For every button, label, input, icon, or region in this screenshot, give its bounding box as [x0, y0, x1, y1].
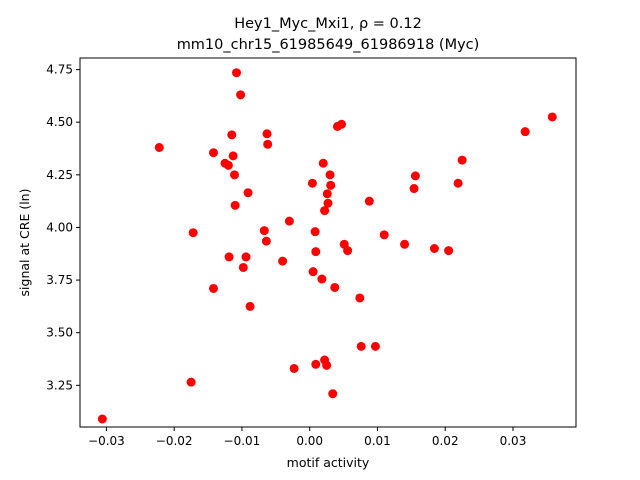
- data-point-57: [457, 155, 467, 165]
- data-point-55: [444, 246, 454, 256]
- y-tick-label-2: 3.75: [46, 273, 73, 287]
- data-point-43: [337, 119, 347, 129]
- data-point-30: [311, 359, 321, 369]
- data-point-13: [232, 68, 242, 78]
- data-point-11: [229, 170, 239, 180]
- data-point-2: [186, 377, 196, 387]
- y-tick-label-1: 3.50: [46, 326, 73, 340]
- data-point-39: [326, 180, 336, 190]
- data-point-36: [322, 189, 332, 199]
- x-tick-label-3: 0.00: [296, 434, 323, 448]
- x-tick-label-0: −0.03: [88, 434, 125, 448]
- data-point-5: [208, 283, 218, 293]
- data-point-12: [230, 200, 240, 210]
- data-point-29: [311, 247, 321, 257]
- data-point-48: [364, 196, 374, 206]
- y-tick-label-4: 4.25: [46, 168, 73, 182]
- data-point-31: [317, 274, 327, 284]
- data-point-23: [278, 256, 288, 266]
- y-tick-label-3: 4.00: [46, 220, 73, 234]
- y-tick-label-5: 4.50: [46, 115, 73, 129]
- x-tick-label-5: 0.02: [432, 434, 459, 448]
- x-tick-label-6: 0.03: [500, 434, 527, 448]
- data-point-35: [322, 360, 332, 370]
- data-point-14: [236, 90, 246, 100]
- data-points: [97, 68, 557, 424]
- data-point-18: [245, 301, 255, 311]
- chart-title-line2: mm10_chr15_61985649_61986918 (Myc): [177, 37, 480, 53]
- y-axis-label: signal at CRE (ln): [17, 189, 32, 297]
- data-point-16: [241, 252, 251, 262]
- data-point-46: [355, 293, 365, 303]
- data-point-53: [410, 171, 420, 181]
- data-point-32: [318, 158, 328, 168]
- x-axis-ticks: −0.03 −0.02 −0.01 0.00 0.01 0.02 0.03: [88, 427, 526, 448]
- data-point-3: [188, 228, 198, 238]
- data-point-0: [97, 414, 107, 424]
- data-point-40: [328, 389, 338, 399]
- data-point-27: [308, 267, 318, 277]
- data-point-8: [224, 252, 234, 262]
- data-point-52: [409, 184, 419, 194]
- data-point-17: [243, 188, 253, 198]
- data-point-1: [154, 142, 164, 152]
- y-tick-label-6: 4.75: [46, 63, 73, 77]
- data-point-54: [429, 244, 439, 253]
- chart-title-line1: Hey1_Myc_Mxi1, ρ = 0.12: [234, 16, 422, 32]
- data-point-15: [238, 262, 248, 272]
- data-point-41: [330, 282, 340, 292]
- data-point-21: [262, 129, 272, 139]
- x-tick-label-2: −0.01: [224, 434, 261, 448]
- data-point-45: [343, 246, 353, 256]
- data-point-49: [370, 341, 380, 351]
- data-point-26: [307, 178, 317, 188]
- y-tick-label-0: 3.25: [46, 378, 73, 392]
- data-point-33: [320, 206, 330, 216]
- data-point-56: [453, 178, 463, 188]
- data-point-25: [289, 363, 299, 373]
- data-point-28: [310, 227, 320, 237]
- data-point-9: [227, 130, 237, 140]
- data-point-38: [325, 170, 335, 180]
- x-tick-label-1: −0.02: [156, 434, 193, 448]
- data-point-24: [284, 216, 294, 226]
- data-point-19: [259, 226, 269, 236]
- x-tick-label-4: 0.01: [364, 434, 391, 448]
- x-axis-label: motif activity: [287, 455, 370, 470]
- data-point-37: [323, 198, 333, 208]
- plot-area-frame: [79, 57, 577, 428]
- data-point-50: [379, 230, 389, 240]
- data-point-4: [208, 148, 218, 158]
- data-point-22: [263, 139, 273, 149]
- data-point-10: [228, 151, 238, 161]
- data-point-51: [400, 239, 410, 249]
- data-point-7: [223, 160, 233, 170]
- data-point-47: [356, 341, 366, 351]
- data-point-58: [520, 127, 530, 137]
- y-axis-ticks: 3.25 3.50 3.75 4.00 4.25 4.50 4.75: [46, 63, 80, 392]
- data-point-20: [261, 236, 271, 246]
- data-point-59: [547, 112, 557, 122]
